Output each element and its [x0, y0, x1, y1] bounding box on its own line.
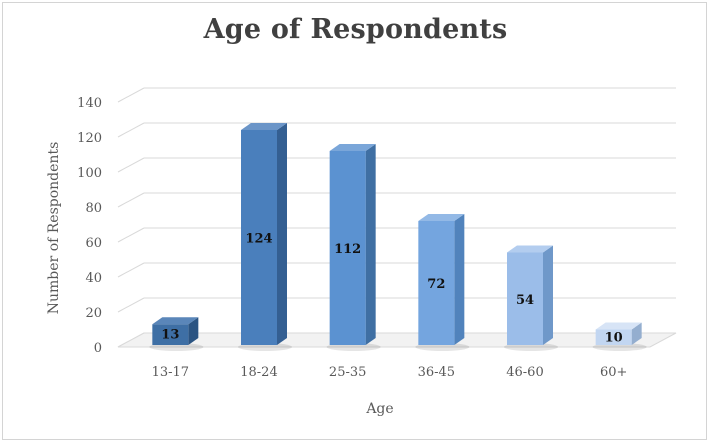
- bar-top: [329, 144, 376, 151]
- y-tick-label: 100: [77, 166, 102, 181]
- x-tick-label: 36-45: [418, 365, 455, 380]
- x-tick-label: 25-35: [329, 365, 366, 380]
- bar-46-60: 54: [504, 245, 558, 351]
- bar-side: [631, 322, 642, 345]
- bar-side: [188, 317, 199, 345]
- bar-top: [241, 123, 287, 130]
- gridlines: [117, 87, 677, 348]
- bar-front: [507, 252, 543, 345]
- gridline-depth-60: [117, 227, 145, 243]
- y-tick-label: 20: [85, 306, 102, 321]
- gridline-depth-100: [117, 157, 145, 173]
- data-label: 54: [516, 293, 534, 308]
- y-tick-label: 140: [77, 96, 102, 111]
- data-label: 124: [245, 232, 272, 247]
- bar-25-35: 112: [326, 144, 381, 351]
- bar-top: [152, 317, 199, 325]
- y-axis-label: Number of Respondents: [46, 142, 62, 314]
- gridline-depth-40: [117, 262, 145, 278]
- bars: 13 124 112 72 54 10: [149, 123, 647, 351]
- bar-13-17: 13: [149, 317, 204, 351]
- data-label: 13: [161, 328, 179, 343]
- bar-60+: 10: [592, 322, 647, 351]
- bar-side: [543, 245, 553, 345]
- x-tick-label: 13-17: [152, 365, 189, 380]
- y-tick-label: 120: [77, 131, 102, 146]
- x-axis-label: Age: [365, 401, 393, 417]
- bar-front: [329, 151, 366, 345]
- bar-side: [277, 123, 287, 345]
- bar-front: [595, 329, 632, 345]
- data-label: 72: [427, 277, 445, 292]
- y-tick-label: 40: [85, 271, 102, 286]
- x-tick-label: 46-60: [506, 365, 543, 380]
- bar-top: [418, 214, 465, 221]
- x-tick-label: 18-24: [240, 365, 277, 380]
- gridline-depth-80: [117, 192, 145, 208]
- bar-18-24: 124: [238, 123, 292, 351]
- bar-top: [507, 245, 553, 253]
- gridline-depth-20: [117, 297, 145, 313]
- gridline-depth-140: [117, 87, 145, 103]
- gridline-depth-120: [117, 122, 145, 138]
- y-axis-ticks: 0 20 40 60 80 100 120 140: [77, 96, 102, 356]
- chart-floor: [117, 332, 677, 348]
- bar-36-45: 72: [415, 214, 470, 351]
- bar-side: [365, 144, 376, 345]
- data-label: 10: [605, 330, 623, 345]
- x-tick-label: 60+: [600, 365, 627, 380]
- y-tick-label: 80: [85, 201, 102, 216]
- bar-side: [454, 214, 465, 345]
- y-tick-label: 60: [85, 236, 102, 251]
- y-tick-label: 0: [94, 341, 102, 356]
- bar-front: [241, 130, 277, 345]
- x-axis-ticks: 13-17 18-24 25-35 36-45 46-60 60+: [152, 365, 628, 380]
- bar-front: [152, 324, 189, 345]
- bar-front: [418, 221, 455, 345]
- data-label: 112: [334, 242, 361, 257]
- bar-top: [595, 322, 642, 330]
- chart-title: Age of Respondents: [203, 14, 508, 45]
